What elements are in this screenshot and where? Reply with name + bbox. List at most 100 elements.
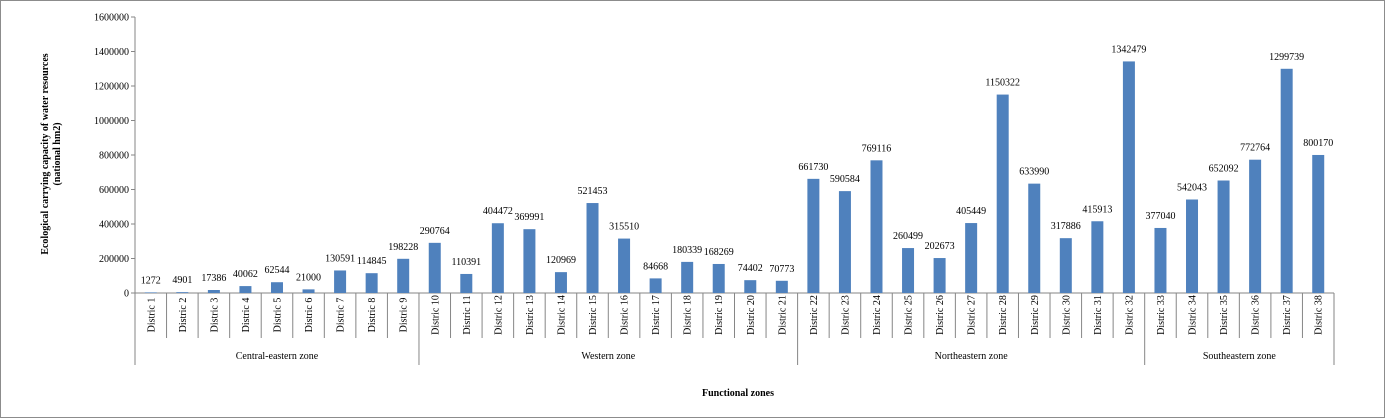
bar bbox=[207, 290, 220, 293]
y-tick-label: 1600000 bbox=[94, 13, 129, 24]
data-label: 40062 bbox=[233, 269, 258, 280]
data-label: 84668 bbox=[643, 261, 668, 272]
data-label: 168269 bbox=[704, 247, 734, 258]
data-label: 62544 bbox=[264, 265, 289, 276]
data-label: 661730 bbox=[798, 162, 828, 173]
category-label: Distric 14 bbox=[556, 295, 567, 335]
data-label: 590584 bbox=[830, 174, 860, 185]
bar bbox=[775, 280, 788, 293]
bar bbox=[1091, 221, 1104, 293]
y-tick-label: 800000 bbox=[99, 151, 129, 162]
data-label: 70773 bbox=[769, 264, 794, 275]
category-label: Distric 28 bbox=[998, 295, 1009, 335]
bar bbox=[902, 248, 915, 293]
category-label: Distric 31 bbox=[1093, 295, 1104, 335]
category-label: Distric 23 bbox=[840, 295, 851, 335]
category-label: Distric 19 bbox=[714, 295, 725, 335]
group-label: Western zone bbox=[581, 351, 635, 362]
category-label: Distric 29 bbox=[1030, 295, 1041, 335]
category-label: Distric 2 bbox=[178, 298, 189, 333]
data-label: 769116 bbox=[862, 143, 892, 154]
data-label: 521453 bbox=[578, 186, 608, 197]
category-label: Distric 25 bbox=[904, 295, 915, 335]
bar bbox=[365, 273, 378, 293]
category-label: Distric 22 bbox=[809, 295, 820, 335]
category-label: Distric 20 bbox=[746, 295, 757, 335]
y-axis-title-line1: Ecological carrying capacity of water re… bbox=[40, 53, 51, 254]
category-label: Distric 5 bbox=[272, 298, 283, 333]
data-label: 114845 bbox=[357, 256, 387, 267]
data-label: 290764 bbox=[420, 226, 450, 237]
category-label: Distric 30 bbox=[1061, 295, 1072, 335]
y-tick-label: 200000 bbox=[99, 254, 129, 265]
bar bbox=[1154, 227, 1167, 293]
category-label: Distric 26 bbox=[935, 295, 946, 335]
bar bbox=[586, 203, 599, 293]
bar bbox=[965, 223, 978, 293]
data-label: 1272 bbox=[141, 275, 161, 286]
x-axis-title: Functional zones bbox=[702, 388, 774, 399]
category-label: Distric 11 bbox=[462, 295, 473, 334]
y-tick-label: 0 bbox=[124, 289, 129, 300]
bar bbox=[428, 242, 441, 293]
data-label: 120969 bbox=[546, 255, 576, 266]
category-label: Distric 12 bbox=[493, 295, 504, 335]
data-label: 17386 bbox=[201, 273, 226, 284]
y-tick-label: 1000000 bbox=[94, 116, 129, 127]
data-label: 180339 bbox=[672, 245, 702, 256]
category-label: Distric 13 bbox=[525, 295, 536, 335]
bar bbox=[1249, 159, 1262, 293]
category-label: Distric 24 bbox=[872, 295, 883, 335]
data-label: 1342479 bbox=[1111, 44, 1146, 55]
bar bbox=[460, 273, 473, 293]
data-label: 377040 bbox=[1145, 211, 1175, 222]
data-label: 1299739 bbox=[1269, 52, 1304, 63]
bar bbox=[807, 178, 820, 293]
category-label: Distric 33 bbox=[1156, 295, 1167, 335]
category-label: Distric 9 bbox=[399, 298, 410, 333]
category-label: Distric 4 bbox=[241, 298, 252, 333]
category-label: Distric 7 bbox=[336, 298, 347, 333]
data-label: 405449 bbox=[956, 206, 986, 217]
bar bbox=[681, 261, 694, 293]
category-label: Distric 37 bbox=[1282, 295, 1293, 335]
data-label: 633990 bbox=[1019, 167, 1049, 178]
bar bbox=[239, 286, 252, 293]
data-label: 772764 bbox=[1240, 143, 1270, 154]
data-label: 74402 bbox=[738, 263, 763, 274]
bar bbox=[397, 258, 410, 293]
y-tick-label: 600000 bbox=[99, 185, 129, 196]
bars-layer bbox=[144, 61, 1325, 294]
data-label: 652092 bbox=[1209, 164, 1239, 175]
bar bbox=[554, 272, 567, 293]
bar bbox=[933, 258, 946, 293]
category-label: Distric 10 bbox=[430, 295, 441, 335]
bar bbox=[176, 292, 189, 293]
category-label: Distric 38 bbox=[1314, 295, 1325, 335]
bar bbox=[302, 289, 315, 293]
bar bbox=[1028, 183, 1041, 293]
bar bbox=[1280, 68, 1293, 294]
bar bbox=[1186, 199, 1199, 293]
category-label: Distric 1 bbox=[146, 298, 157, 333]
y-tick-label: 1400000 bbox=[94, 47, 129, 58]
bar bbox=[996, 94, 1009, 293]
y-tick-label: 1200000 bbox=[94, 82, 129, 93]
bar bbox=[838, 191, 851, 293]
data-label: 202673 bbox=[925, 241, 955, 252]
category-label: Distric 27 bbox=[967, 295, 978, 335]
bar bbox=[1059, 238, 1072, 293]
data-label: 542043 bbox=[1177, 182, 1207, 193]
bar bbox=[491, 223, 504, 293]
labels-layer: 0 200000 400000 600000 800000 1000000 1200000 1… bbox=[94, 13, 1333, 363]
bar bbox=[1217, 180, 1230, 293]
data-label: 369991 bbox=[514, 212, 544, 223]
data-label: 315510 bbox=[609, 222, 639, 233]
data-label: 21000 bbox=[296, 272, 321, 283]
group-label: Central-eastern zone bbox=[236, 351, 319, 362]
bar bbox=[1122, 61, 1135, 294]
bar bbox=[523, 229, 536, 293]
bar bbox=[744, 280, 757, 293]
